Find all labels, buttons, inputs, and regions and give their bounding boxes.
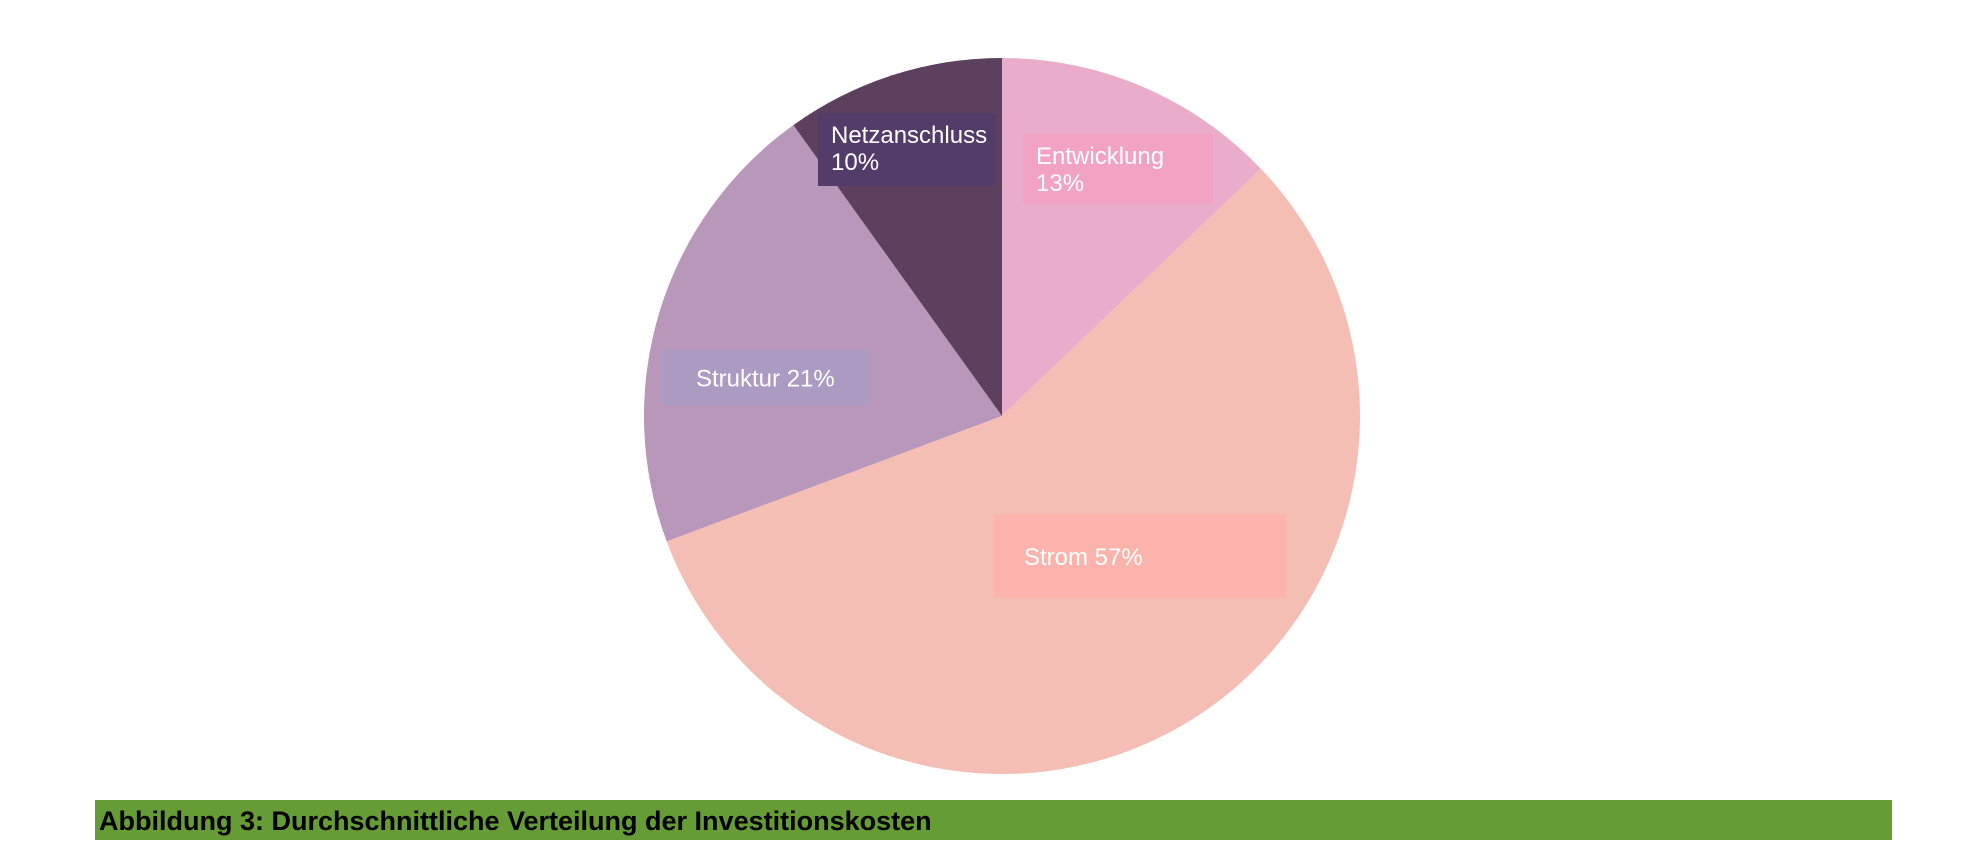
pie-slices bbox=[644, 57, 1361, 775]
figure-caption: Abbildung 3: Durchschnittliche Verteilun… bbox=[99, 806, 932, 836]
data-label-text: Strom 57% bbox=[1024, 544, 1143, 571]
figure-caption-bar: Abbildung 3: Durchschnittliche Verteilun… bbox=[95, 800, 1892, 840]
data-label-name: Entwicklung bbox=[1036, 143, 1164, 170]
data-label-text: Struktur 21% bbox=[696, 366, 835, 393]
data-label-box bbox=[818, 113, 996, 186]
data-label-box bbox=[661, 350, 869, 405]
data-label-value: 10% bbox=[831, 149, 879, 176]
data-label-box bbox=[994, 514, 1286, 598]
data-label-value: 13% bbox=[1036, 170, 1084, 197]
data-label-strom: Strom 57% bbox=[994, 514, 1286, 598]
data-label-name: Netzanschluss bbox=[831, 122, 987, 149]
pie-slice-strom bbox=[666, 168, 1361, 775]
data-label-box bbox=[1023, 134, 1213, 204]
pie-slice-struktur bbox=[644, 125, 1002, 542]
data-label-struktur: Struktur 21% bbox=[661, 350, 869, 405]
